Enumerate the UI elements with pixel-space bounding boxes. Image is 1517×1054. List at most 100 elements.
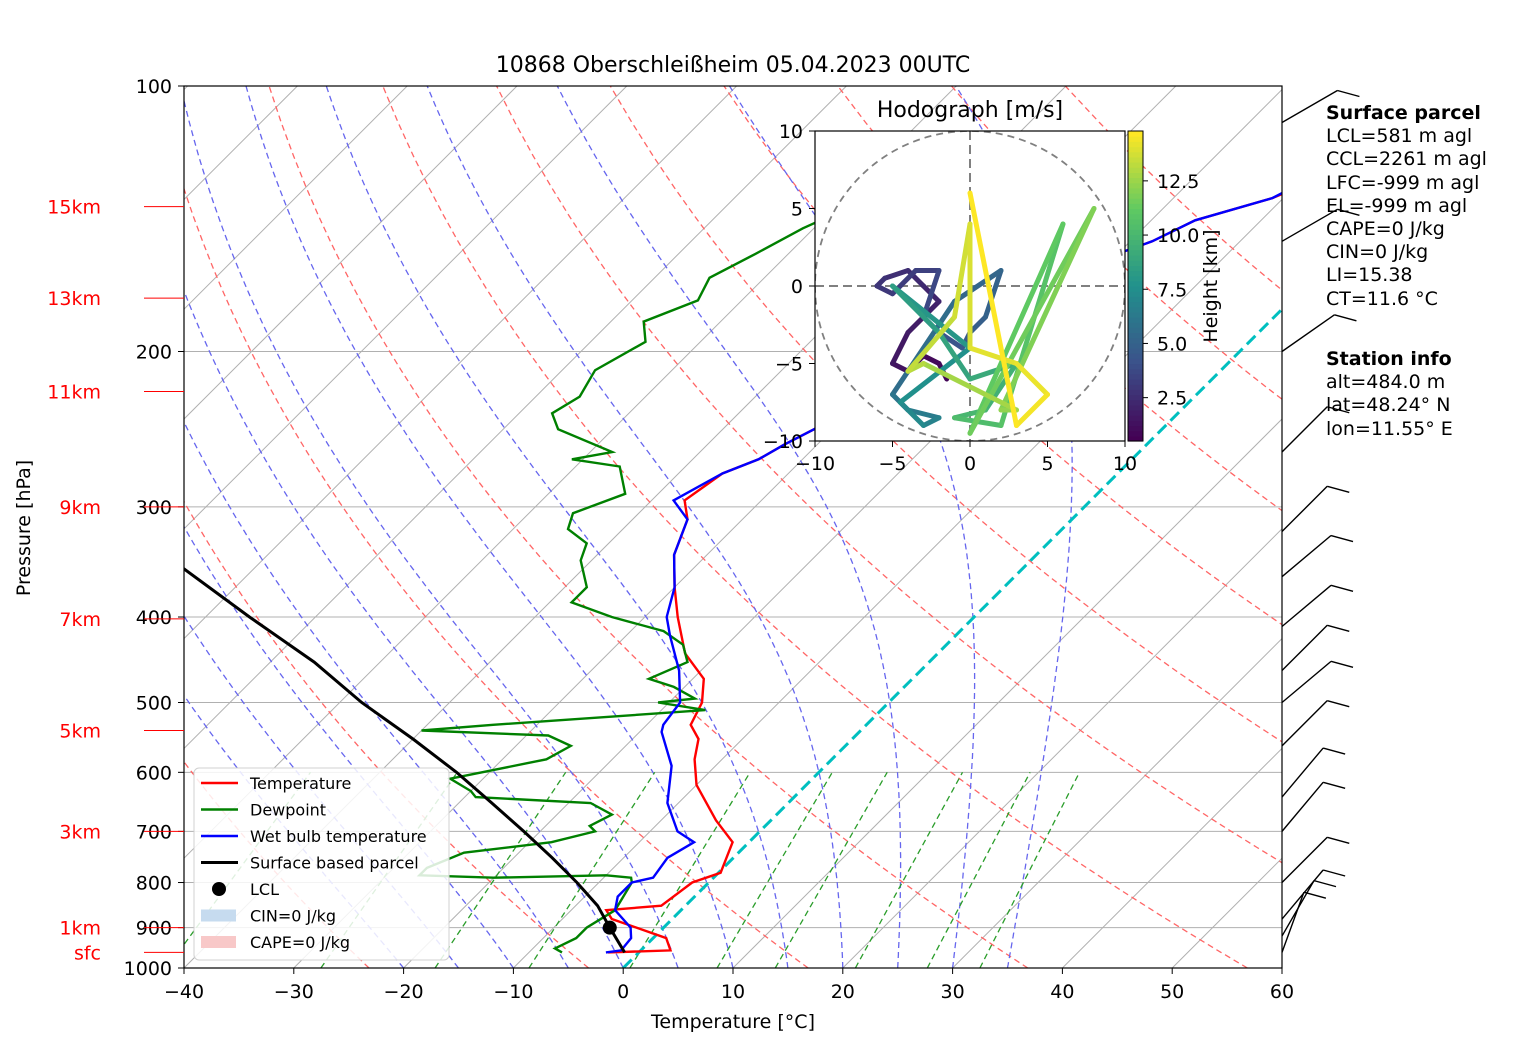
y-tick-label: 1000 bbox=[124, 958, 172, 980]
wind-barb-staff bbox=[1281, 880, 1315, 937]
hodograph-segment bbox=[890, 361, 911, 374]
dry-adiabat-line bbox=[496, 86, 1282, 864]
y-tick-label: 700 bbox=[136, 821, 172, 843]
wind-barb-flag bbox=[1327, 406, 1350, 414]
colorbar-band bbox=[1128, 249, 1143, 256]
y-tick-label: 100 bbox=[136, 76, 172, 98]
colorbar-band bbox=[1128, 425, 1143, 432]
station-alt: alt=484.0 m bbox=[1326, 371, 1446, 394]
x-tick-label: 20 bbox=[831, 981, 855, 1003]
lcl-marker bbox=[602, 920, 617, 935]
hodograph-segment bbox=[983, 268, 1004, 320]
x-tick-label: −10 bbox=[493, 981, 533, 1003]
wind-barb-staff bbox=[1281, 781, 1324, 832]
hodograph-y-tick-label: 10 bbox=[779, 121, 803, 143]
colorbar-band bbox=[1128, 358, 1143, 365]
wind-barb-flag bbox=[1327, 624, 1350, 632]
hodograph-x-tick-label: 0 bbox=[964, 453, 976, 475]
colorbar-band bbox=[1128, 198, 1143, 204]
hodograph-segment bbox=[905, 314, 926, 335]
hodograph-x-tick-label: 5 bbox=[1041, 453, 1053, 475]
x-tick-label: 40 bbox=[1050, 981, 1074, 1003]
isotherm-line bbox=[513, 198, 1282, 968]
colorbar-band bbox=[1128, 151, 1143, 158]
colorbar-band bbox=[1128, 306, 1143, 313]
wind-barb-flag bbox=[1322, 869, 1346, 877]
hodograph-segment bbox=[998, 206, 1097, 413]
colorbar-band bbox=[1128, 348, 1143, 354]
colorbar-band bbox=[1128, 162, 1143, 168]
colorbar-band bbox=[1128, 213, 1143, 220]
hodograph-segment bbox=[936, 330, 973, 382]
colorbar-band bbox=[1128, 394, 1143, 401]
x-tick-label: 10 bbox=[721, 981, 745, 1003]
colorbar-band bbox=[1128, 239, 1143, 246]
wind-barb-staff bbox=[1281, 891, 1305, 953]
mixing-ratio-line bbox=[716, 771, 833, 968]
wind-barb-flag bbox=[1337, 89, 1360, 98]
isotherm-line bbox=[184, 86, 518, 420]
hodograph-segment bbox=[1014, 361, 1050, 397]
x-tick-label: −40 bbox=[164, 981, 204, 1003]
height-label: 11km bbox=[47, 381, 101, 403]
parcel-el: EL=-999 m agl bbox=[1326, 194, 1468, 217]
dry-adiabat-line bbox=[184, 500, 590, 968]
colorbar-band bbox=[1128, 136, 1143, 142]
colorbar-band bbox=[1128, 141, 1143, 148]
parcel-cape: CAPE=0 J/kg bbox=[1326, 218, 1445, 241]
wind-barb-staff bbox=[1281, 534, 1332, 578]
dry-adiabat-line bbox=[382, 86, 1248, 968]
hodograph-segment bbox=[952, 221, 973, 320]
y-tick-label: 900 bbox=[136, 918, 172, 940]
colorbar-band bbox=[1128, 280, 1143, 287]
colorbar-band bbox=[1128, 193, 1143, 199]
colorbar-band bbox=[1128, 410, 1143, 416]
wind-barb-staff bbox=[1281, 660, 1332, 704]
colorbar-band bbox=[1128, 167, 1143, 173]
colorbar-band bbox=[1128, 404, 1143, 411]
colorbar-band bbox=[1128, 327, 1143, 334]
wind-barb-staff bbox=[1281, 700, 1328, 747]
hodograph-segment bbox=[890, 283, 942, 335]
wind-barb-flag bbox=[1327, 836, 1350, 844]
colorbar-band bbox=[1128, 286, 1143, 292]
wind-barb-flag bbox=[1330, 660, 1354, 669]
colorbar-band bbox=[1128, 389, 1143, 396]
x-axis-label: Temperature [°C] bbox=[650, 1011, 815, 1033]
wind-barb-staff bbox=[1281, 584, 1332, 628]
mixing-ratio-line bbox=[926, 771, 1031, 968]
y-axis-label: Pressure [hPa] bbox=[13, 460, 35, 596]
hodograph-plot-area bbox=[815, 131, 1125, 441]
hodograph-y-tick-label: −10 bbox=[763, 431, 803, 453]
mixing-ratio-line bbox=[528, 771, 656, 968]
station-lon: lon=11.55° E bbox=[1326, 417, 1453, 440]
colorbar-tick-label: 7.5 bbox=[1157, 279, 1187, 301]
hodograph-x-tick-label: −5 bbox=[878, 453, 906, 475]
parcel-lcl: LCL=581 m agl bbox=[1326, 125, 1473, 148]
x-tick-label: −30 bbox=[274, 981, 314, 1003]
colorbar-band bbox=[1128, 296, 1143, 303]
colorbar-band bbox=[1128, 229, 1143, 235]
isotherm-line bbox=[1062, 747, 1282, 968]
colorbar-label: Height [km] bbox=[1200, 229, 1222, 342]
hodograph-y-tick-label: 0 bbox=[791, 276, 803, 298]
colorbar-band bbox=[1128, 353, 1143, 359]
isotherm-line bbox=[952, 637, 1282, 968]
colorbar-band bbox=[1128, 342, 1143, 349]
legend-label: Surface based parcel bbox=[250, 854, 419, 873]
colorbar-band bbox=[1128, 265, 1143, 272]
mixing-ratio-line bbox=[774, 771, 888, 968]
height-label: 7km bbox=[59, 609, 101, 631]
wind-barb-staff bbox=[1281, 747, 1324, 798]
colorbar-tick-label: 2.5 bbox=[1157, 388, 1187, 410]
hodograph-x-tick-label: −10 bbox=[795, 453, 835, 475]
colorbar-band bbox=[1128, 322, 1143, 328]
colorbar-band bbox=[1128, 415, 1143, 421]
hodograph-segment bbox=[967, 190, 1019, 428]
isotherm-line bbox=[184, 86, 737, 640]
station-info-panel: Station info alt=484.0 m lat=48.24° N lo… bbox=[1326, 348, 1453, 441]
colorbar-band bbox=[1128, 363, 1143, 370]
colorbar-band bbox=[1128, 172, 1143, 179]
colorbar-band bbox=[1128, 301, 1143, 308]
colorbar-band bbox=[1128, 435, 1143, 442]
